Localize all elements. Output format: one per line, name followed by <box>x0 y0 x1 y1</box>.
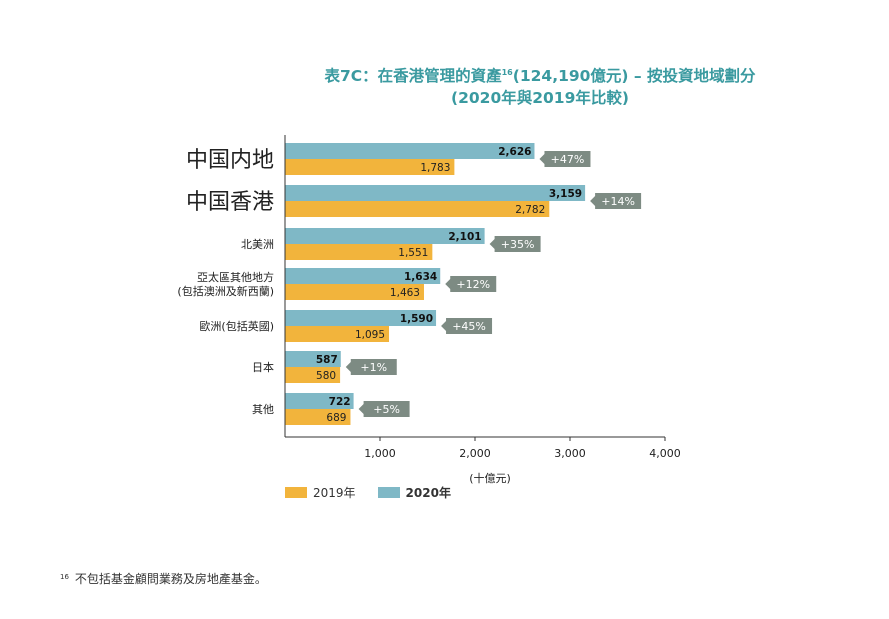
legend-label-2019: 2019年 <box>313 486 356 500</box>
data-label-2019: 580 <box>316 370 336 382</box>
category-label: (包括澳洲及新西蘭) <box>177 284 274 298</box>
bar-2020 <box>285 351 341 367</box>
x-tick-label: 1,000 <box>364 447 396 460</box>
legend-label-2020: 2020年 <box>405 486 451 500</box>
change-label: +1% <box>360 361 387 374</box>
change-badge <box>445 276 497 292</box>
category-label: 亞太區其他地方 <box>197 270 274 284</box>
data-label-2020: 722 <box>329 396 351 408</box>
change-badge <box>489 236 541 252</box>
data-label-2019: 2,782 <box>515 204 545 216</box>
data-label-2020: 587 <box>316 354 338 366</box>
chart-legend: 2019年 2020年 <box>285 484 473 501</box>
data-label-2019: 1,783 <box>420 162 450 174</box>
bar-2020 <box>285 143 535 159</box>
change-badge <box>590 193 642 209</box>
change-label: +45% <box>452 320 486 333</box>
legend-swatch-2020 <box>377 487 400 498</box>
data-label-2019: 689 <box>326 412 346 424</box>
category-label: 中国内地 <box>186 148 274 173</box>
change-badge <box>441 318 493 334</box>
bar-2019 <box>285 244 433 260</box>
change-label: +14% <box>601 195 635 208</box>
data-label-2020: 2,626 <box>498 146 531 158</box>
x-tick-label: 2,000 <box>459 447 491 460</box>
data-label-2020: 1,634 <box>404 271 437 283</box>
chart-title-line2: (2020年與2019年比較) <box>451 89 629 107</box>
data-label-2020: 1,590 <box>400 313 433 325</box>
footnote-text: 不包括基金顧問業務及房地產基金。 <box>74 572 267 586</box>
bar-2019 <box>285 326 390 342</box>
data-label-2020: 3,159 <box>549 188 582 200</box>
title-text-post: (124,190億元) – 按投資地域劃分 <box>512 67 756 85</box>
footnote: 16 不包括基金顧問業務及房地產基金。 <box>60 570 267 587</box>
legend-item-2019: 2019年 <box>285 484 356 501</box>
change-label: +5% <box>373 403 400 416</box>
bar-2020 <box>285 228 485 244</box>
data-label-2020: 2,101 <box>448 231 481 243</box>
change-badge <box>358 401 410 417</box>
bar-2020 <box>285 185 586 201</box>
category-label: 歐洲(包括英國) <box>199 319 274 333</box>
bar-2019 <box>285 159 455 175</box>
change-badge <box>539 151 591 167</box>
bar-2020 <box>285 268 441 284</box>
x-tick-label: 3,000 <box>554 447 586 460</box>
bar-2020 <box>285 393 354 409</box>
bar-2019 <box>285 409 351 425</box>
data-label-2019: 1,095 <box>355 329 385 341</box>
title-text-pre: 表7C：在香港管理的資產 <box>324 67 502 85</box>
data-label-2019: 1,463 <box>390 287 420 299</box>
legend-swatch-2019 <box>285 487 307 498</box>
change-label: +12% <box>456 278 490 291</box>
x-tick-label: 4,000 <box>649 447 681 460</box>
category-label: 其他 <box>252 403 274 416</box>
bar-2020 <box>285 310 437 326</box>
x-axis-label: (十億元) <box>469 471 511 485</box>
bar-2019 <box>285 284 424 300</box>
bar-2019 <box>285 201 550 217</box>
category-label: 日本 <box>252 360 274 374</box>
data-label-2019: 1,551 <box>398 247 428 259</box>
footnote-marker: 16 <box>60 573 69 581</box>
change-badge <box>345 359 397 375</box>
chart-title-line1: 表7C：在香港管理的資產16(124,190億元) – 按投資地域劃分 <box>250 64 830 86</box>
change-label: +35% <box>501 238 535 251</box>
bar-2019 <box>285 367 341 383</box>
title-footnote-marker: 16 <box>501 67 513 77</box>
category-label: 中国香港 <box>186 190 274 215</box>
change-label: +47% <box>551 153 585 166</box>
category-label: 北美洲 <box>241 238 274 251</box>
legend-item-2020: 2020年 <box>377 484 451 501</box>
